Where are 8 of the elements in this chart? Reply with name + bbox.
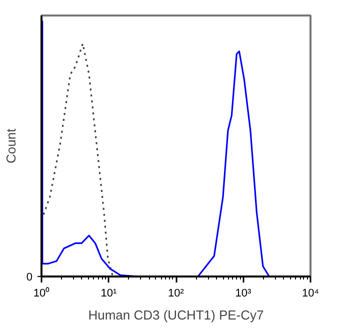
x-tick-label: 10³ (235, 288, 252, 300)
x-axis-title: Human CD3 (UCHT1) PE-Cy7 (88, 308, 264, 322)
x-tick-label: 10⁰ (33, 286, 50, 300)
x-tick-label: 10⁴ (302, 288, 320, 300)
x-tick-label: 10² (168, 288, 184, 300)
text: 0 (26, 272, 33, 284)
y-axis-title: Count (3, 128, 18, 164)
x-tick-label: 10¹ (100, 288, 118, 300)
